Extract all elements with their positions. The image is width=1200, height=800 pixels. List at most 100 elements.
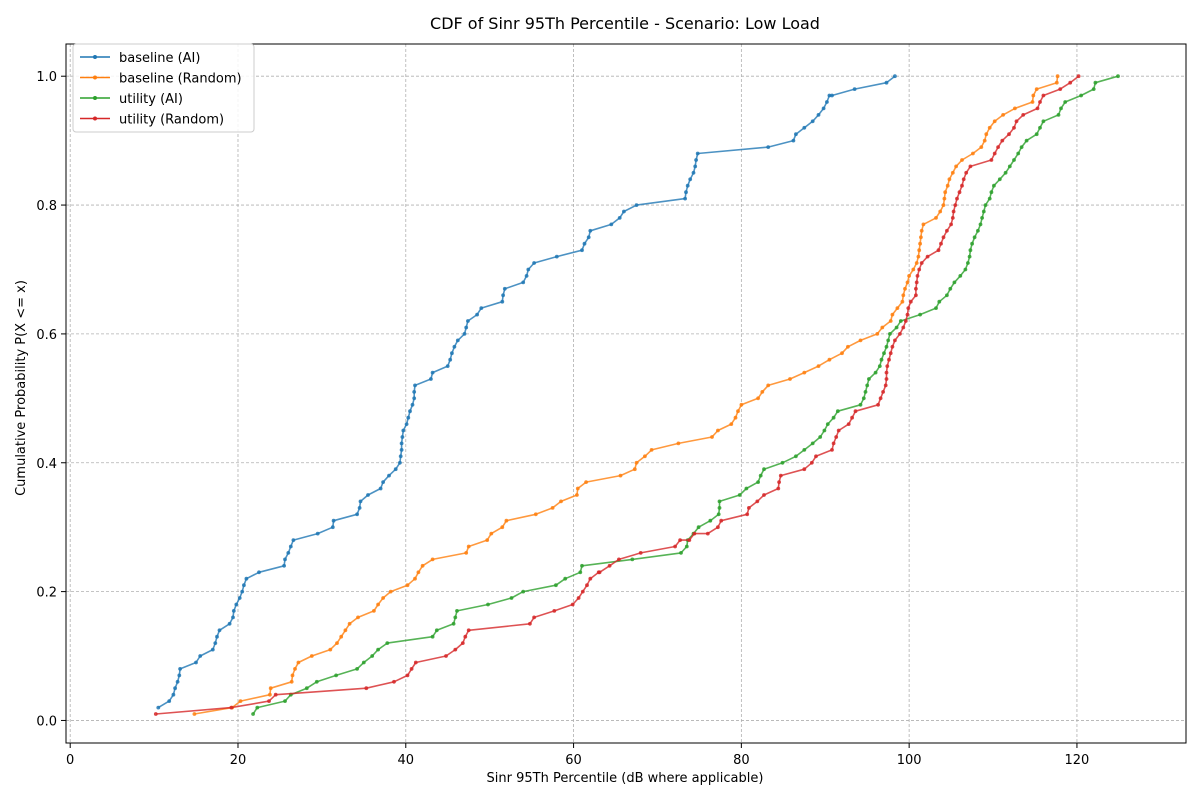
data-point [673, 544, 677, 549]
data-point [878, 396, 883, 401]
data-point [575, 493, 579, 497]
series-line [157, 75, 896, 709]
series-1 [192, 74, 1060, 716]
series-line [155, 75, 1080, 715]
data-point [762, 493, 766, 497]
data-point [679, 551, 683, 555]
data-point [992, 183, 996, 188]
x-axis-label: Sinr 95Th Percentile (dB where applicabl… [487, 771, 764, 786]
data-point [950, 170, 955, 175]
data-point [884, 377, 889, 381]
data-point [887, 357, 891, 362]
data-point [947, 177, 952, 182]
data-point [242, 583, 246, 588]
legend: baseline (AI) baseline (Random) utility (A… [72, 43, 255, 133]
data-point [942, 196, 947, 201]
data-point [334, 673, 338, 678]
x-tick-label: 20 [230, 753, 247, 768]
data-point [693, 164, 698, 169]
data-point [683, 196, 687, 201]
data-point [888, 332, 892, 336]
data-point [906, 306, 911, 310]
data-point [936, 248, 941, 253]
data-point [684, 544, 689, 549]
data-point [524, 274, 529, 278]
data-point [434, 628, 439, 633]
data-point [282, 563, 286, 568]
data-point [502, 286, 507, 291]
data-point [825, 422, 830, 426]
data-point [960, 158, 964, 162]
data-point [504, 518, 509, 523]
data-point [943, 190, 948, 195]
data-point [406, 415, 411, 420]
data-point [398, 454, 403, 459]
data-point [960, 183, 964, 188]
data-point [617, 216, 622, 220]
data-point [937, 299, 942, 304]
data-point [460, 641, 465, 645]
data-point [941, 203, 946, 208]
data-point [618, 473, 623, 478]
data-point [966, 261, 970, 265]
data-point [901, 293, 906, 298]
data-point [552, 609, 557, 613]
data-point [291, 538, 296, 542]
data-point [372, 609, 376, 613]
data-point [957, 190, 962, 195]
data-point [533, 512, 538, 517]
data-point [234, 602, 239, 607]
data-point [708, 518, 713, 523]
data-point [852, 87, 857, 91]
data-point [597, 570, 602, 575]
data-point [356, 615, 360, 620]
data-point [858, 402, 863, 407]
data-point [884, 344, 889, 349]
data-point [290, 673, 295, 678]
data-point [580, 248, 584, 253]
data-point [901, 325, 906, 330]
data-point [710, 435, 714, 439]
data-point [1007, 164, 1012, 169]
data-point [836, 428, 841, 433]
data-point [692, 531, 697, 536]
data-point [716, 428, 720, 433]
data-point [578, 570, 583, 575]
data-point [850, 415, 854, 420]
data-point [846, 422, 851, 426]
data-point [953, 203, 958, 208]
data-point [919, 228, 924, 233]
data-point [877, 364, 882, 368]
data-point [1059, 106, 1063, 111]
data-point [630, 557, 635, 562]
data-point [588, 576, 593, 581]
data-point [863, 390, 868, 394]
data-point [400, 435, 405, 439]
data-point [705, 531, 710, 536]
data-point [858, 338, 863, 343]
data-point [794, 132, 798, 137]
data-point [413, 576, 417, 581]
data-point [760, 390, 765, 394]
data-point [173, 686, 178, 691]
data-point [500, 299, 505, 304]
data-point [355, 667, 359, 671]
data-point [967, 254, 972, 259]
data-point [559, 499, 563, 504]
data-point [955, 196, 959, 201]
data-point [684, 190, 688, 195]
x-tick-label: 120 [1065, 753, 1090, 768]
data-point [802, 448, 807, 452]
data-point [288, 544, 293, 549]
chart-title: CDF of Sinr 95Th Percentile - Scenario: … [430, 14, 820, 33]
data-point [1014, 119, 1019, 124]
data-point [1038, 125, 1042, 130]
data-point [283, 699, 287, 703]
data-point [466, 319, 470, 323]
data-point [231, 615, 235, 620]
data-point [376, 602, 380, 607]
data-point [1007, 132, 1011, 137]
data-point [827, 357, 832, 362]
data-point [339, 634, 344, 639]
data-point [167, 699, 172, 703]
